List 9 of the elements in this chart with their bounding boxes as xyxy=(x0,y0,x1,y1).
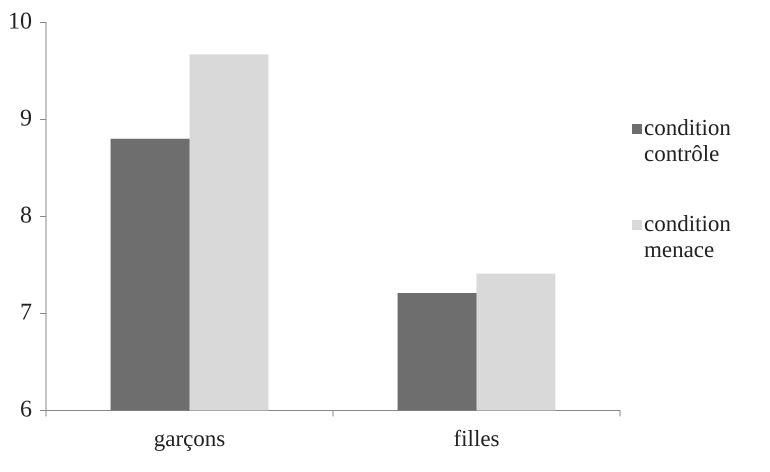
x-tick-label: garçons xyxy=(154,426,226,452)
legend-label: condition menace xyxy=(644,211,732,263)
y-tick-label: 10 xyxy=(8,8,32,35)
x-tick-label: filles xyxy=(454,426,500,452)
legend-label: condition contrôle xyxy=(644,115,732,167)
y-tick-label: 7 xyxy=(20,300,32,326)
y-tick-label: 9 xyxy=(20,106,32,132)
y-tick-label: 8 xyxy=(20,202,32,229)
y-tick-label: 6 xyxy=(20,396,32,423)
